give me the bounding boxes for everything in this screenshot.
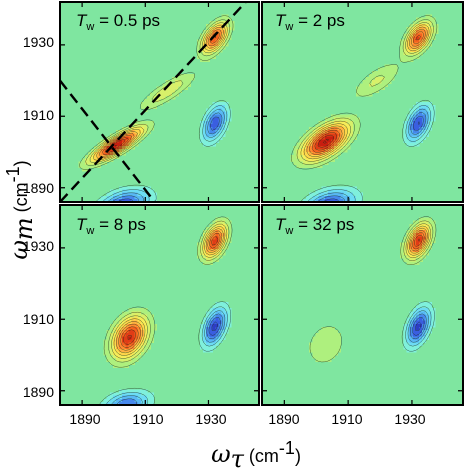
y-axis-label: ωm(cm-1)	[3, 160, 38, 259]
y-tick-label: 1890	[23, 180, 54, 196]
panel-1: Tw = 2 ps	[262, 2, 463, 202]
x-tick-label: 1930	[394, 411, 425, 427]
x-axis-label: ωτ (cm-1)	[211, 438, 301, 471]
x-tick-label: 1930	[195, 411, 226, 427]
x-tick-label: 1910	[331, 411, 362, 427]
panel-0-title: Tw = 0.5 ps	[76, 11, 160, 33]
tick-marks	[60, 205, 259, 405]
tick-marks	[262, 205, 463, 405]
panel-frame	[59, 1, 260, 203]
x-tick-label: 1910	[132, 411, 163, 427]
contour-lines	[98, 216, 233, 405]
dashed-line	[60, 2, 248, 202]
panel-0: Tw = 0.5 ps	[60, 2, 259, 202]
contour-lines	[309, 216, 437, 363]
panel-frame	[261, 1, 464, 203]
contour-lines	[291, 15, 438, 202]
panel-frames	[59, 1, 464, 406]
panel-3-title: Tw = 32 ps	[275, 215, 354, 237]
tick-marks	[262, 2, 463, 202]
panel-2-title: Tw = 8 ps	[76, 215, 146, 237]
y-tick-label: 1890	[23, 384, 54, 400]
x-tick-label: 1890	[69, 411, 100, 427]
contour-plot-0	[60, 2, 259, 202]
contour-lines	[79, 15, 234, 202]
y-tick-label: 1910	[23, 107, 54, 123]
panel-1-title: Tw = 2 ps	[275, 11, 345, 33]
diagonal-lines-0	[60, 2, 248, 202]
x-tick-label: 1890	[268, 411, 299, 427]
contour-plot-1	[262, 2, 463, 202]
tick-marks	[60, 2, 259, 202]
contour-plot-2	[60, 205, 259, 405]
x-tick-labels: 1890 1910 1930 1890 1910 1930	[69, 411, 425, 427]
y-tick-label: 1910	[23, 311, 54, 327]
y-tick-labels: 1930 1910 1890 1930 1910 1890	[23, 34, 54, 400]
panel-3: Tw = 32 ps	[262, 205, 463, 405]
y-tick-label: 1930	[23, 238, 54, 254]
panel-frame	[59, 204, 260, 406]
dashed-line	[60, 79, 156, 202]
panel-2: Tw = 8 ps	[60, 205, 259, 405]
y-tick-label: 1930	[23, 34, 54, 50]
panel-frame	[261, 204, 464, 406]
contour-plot-3	[262, 205, 463, 405]
